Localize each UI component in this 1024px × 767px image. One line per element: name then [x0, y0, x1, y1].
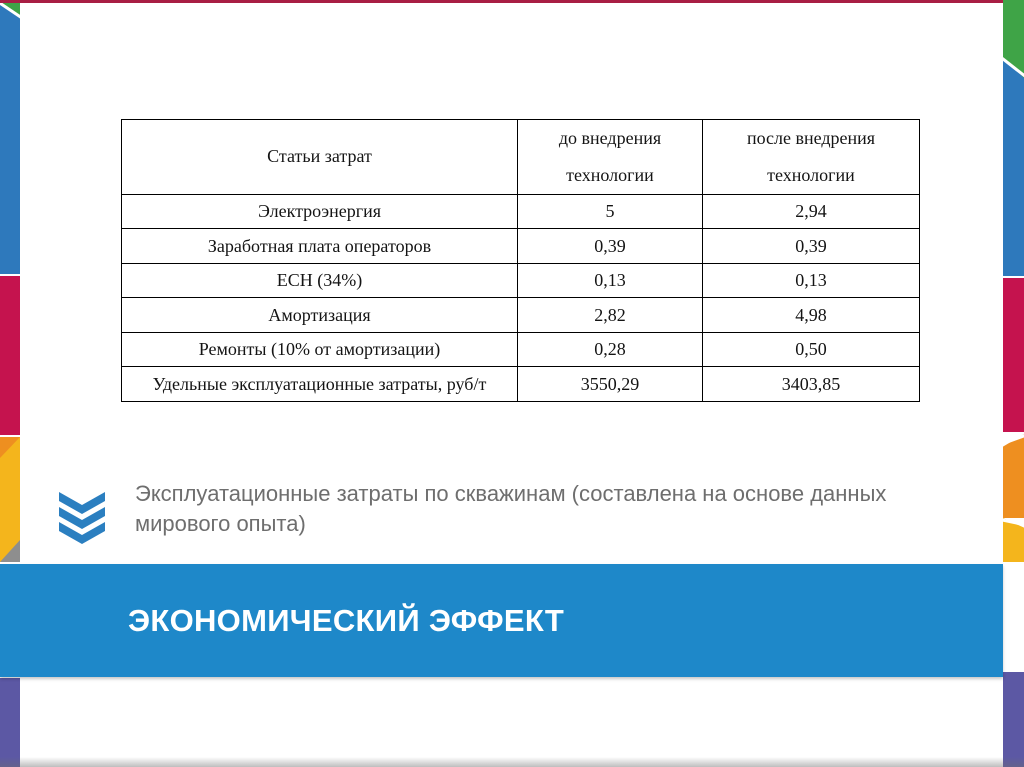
left-ribbon-blue-segment	[0, 3, 20, 274]
cost-table: Статьи затрат до внедрения технологии посл…	[121, 119, 920, 402]
left-ribbon	[0, 0, 25, 767]
value-cell: 0,39	[517, 228, 703, 264]
right-ribbon-blue-segment	[1003, 60, 1024, 276]
left-ribbon-purple-segment	[0, 678, 20, 767]
cost-item-cell: Амортизация	[121, 297, 518, 333]
table-caption: Эксплуатационные затраты по скважинам (с…	[135, 479, 975, 539]
right-ribbon-orange-segment	[1003, 434, 1024, 518]
table-row: Ремонты (10% от амортизации) 0,28 0,50	[121, 331, 920, 368]
cost-item-cell: Заработная плата операторов	[121, 228, 518, 264]
title-banner: ЭКОНОМИЧЕСКИЙ ЭФФЕКТ	[0, 564, 1003, 677]
value-cell: 4,98	[702, 297, 920, 333]
right-ribbon-green-segment	[1003, 0, 1024, 78]
cost-item-cell: Электроэнергия	[121, 193, 518, 230]
caption-line-2: мирового опыта)	[135, 511, 306, 536]
value-cell: 0,39	[702, 228, 920, 264]
table-row: Амортизация 2,82 4,98	[121, 297, 920, 333]
value-cell: 3403,85	[702, 366, 920, 402]
value-cell: 0,28	[517, 331, 703, 368]
left-ribbon-red-segment	[0, 276, 20, 435]
value-cell: 3550,29	[517, 366, 703, 402]
right-ribbon-red-segment	[1003, 278, 1024, 432]
left-ribbon-yellow-segment	[0, 437, 20, 562]
table-body: Электроэнергия 5 2,94 Заработная плата опер…	[121, 193, 920, 402]
table-row: ЕСН (34%) 0,13 0,13	[121, 262, 920, 299]
right-ribbon-yellow-segment	[1003, 518, 1024, 562]
table-header-row: Статьи затрат до внедрения технологии посл…	[121, 119, 920, 195]
value-cell: 0,50	[702, 331, 920, 368]
cost-item-cell: Удельные эксплуатационные затраты, руб/т	[121, 366, 518, 402]
value-cell: 0,13	[517, 262, 703, 299]
bottom-edge-shadow	[0, 757, 1024, 767]
triple-chevron-down-icon	[59, 492, 105, 544]
cost-table-header: Статьи затрат до внедрения технологии посл…	[121, 119, 920, 195]
cost-item-cell: ЕСН (34%)	[121, 262, 518, 299]
slide-title: ЭКОНОМИЧЕСКИЙ ЭФФЕКТ	[128, 602, 565, 638]
value-cell: 5	[517, 193, 703, 230]
top-accent-line	[0, 0, 1003, 3]
column-header: до внедрения технологии	[517, 119, 703, 195]
table-row: Заработная плата операторов 0,39 0,39	[121, 228, 920, 264]
right-ribbon	[999, 0, 1024, 767]
cost-item-cell: Ремонты (10% от амортизации)	[121, 331, 518, 368]
table-row: Электроэнергия 5 2,94	[121, 193, 920, 230]
value-cell: 2,94	[702, 193, 920, 230]
column-header: после внедрения технологии	[702, 119, 920, 195]
column-header: Статьи затрат	[121, 119, 518, 195]
value-cell: 0,13	[702, 262, 920, 299]
caption-line-1: Эксплуатационные затраты по скважинам (с…	[135, 481, 887, 506]
right-ribbon-purple-segment	[1003, 672, 1024, 767]
value-cell: 2,82	[517, 297, 703, 333]
table-row: Удельные эксплуатационные затраты, руб/т…	[121, 366, 920, 402]
